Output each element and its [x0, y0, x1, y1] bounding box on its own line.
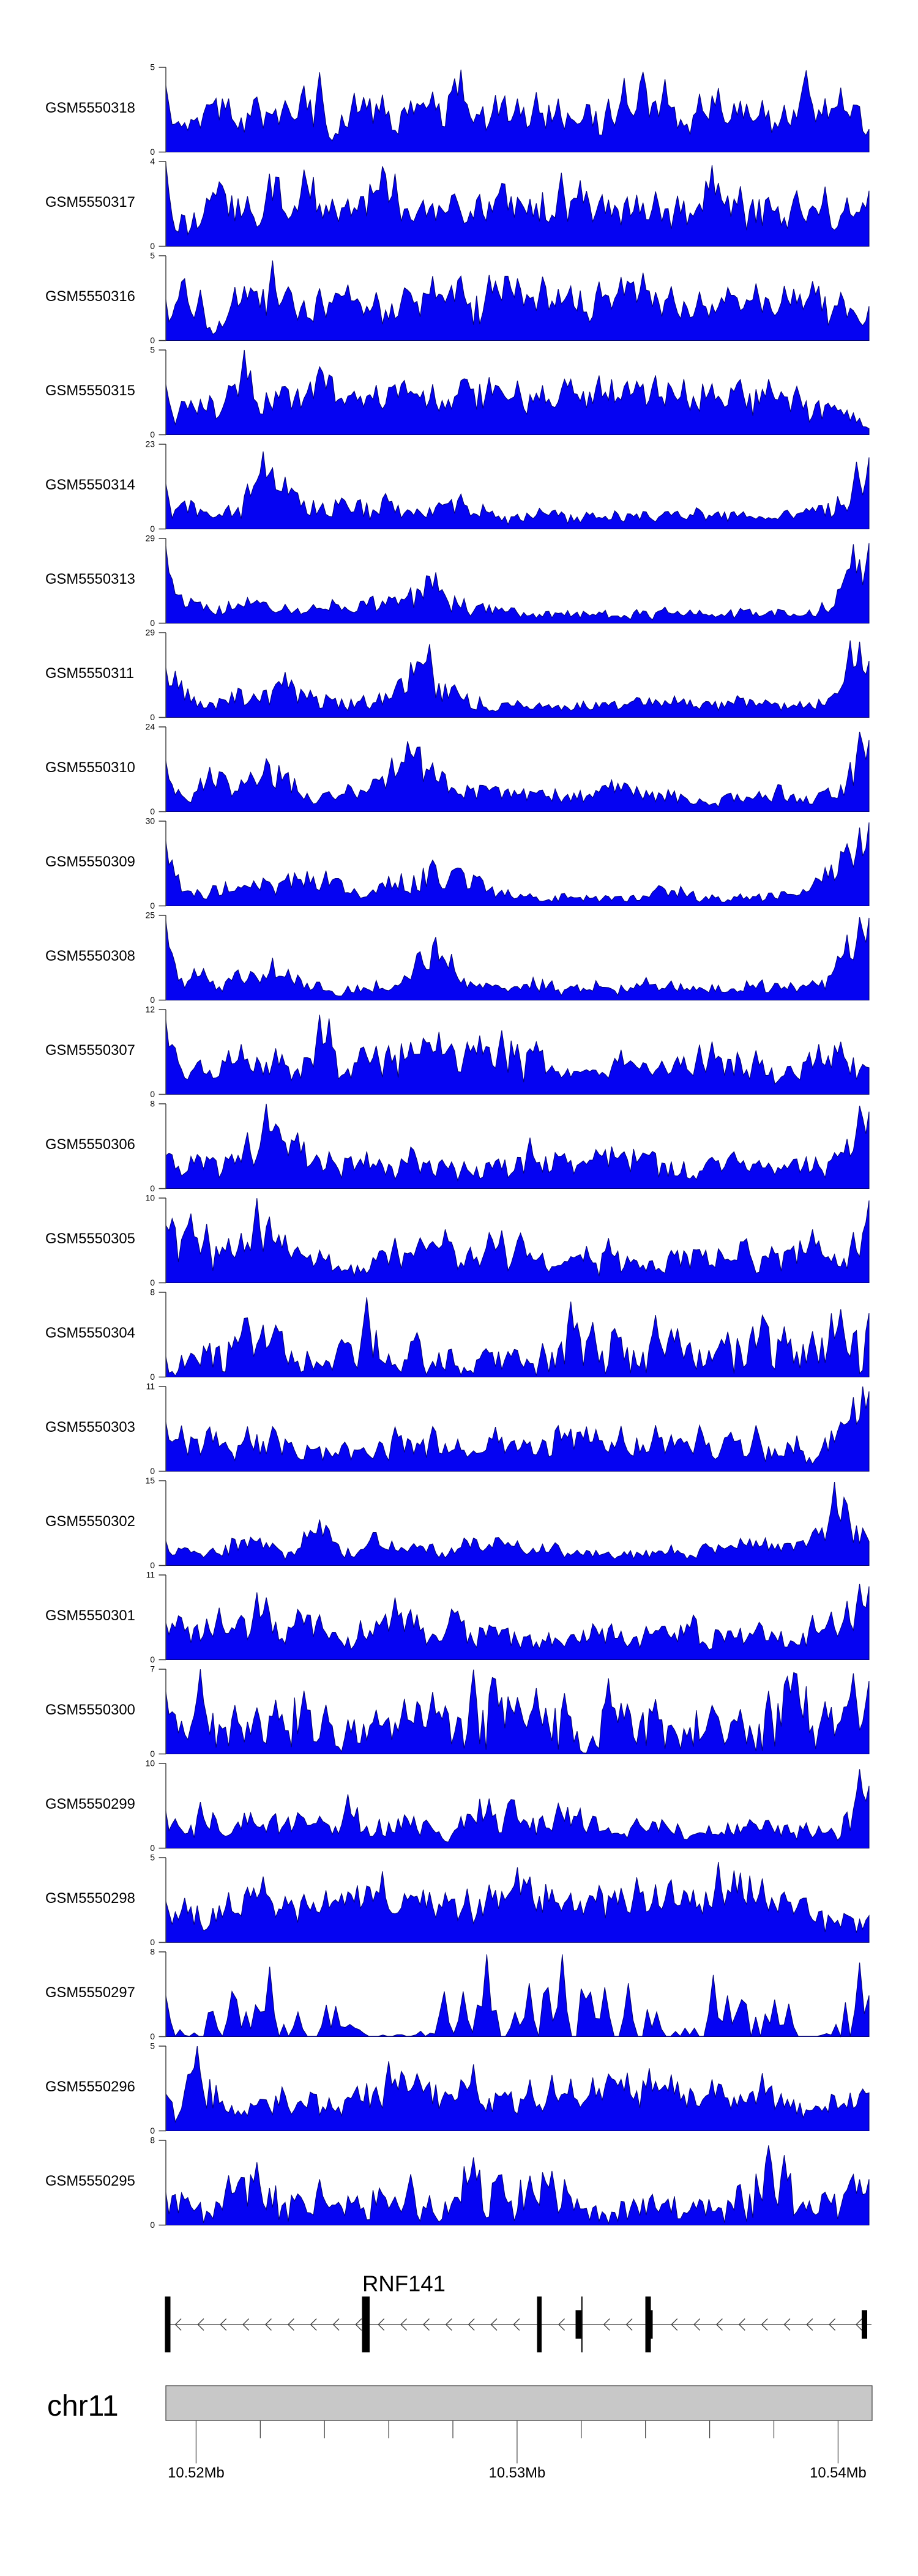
svg-text:GSM5550302: GSM5550302: [45, 1513, 135, 1530]
svg-text:15: 15: [146, 1476, 155, 1485]
svg-text:GSM5550311: GSM5550311: [45, 665, 134, 682]
svg-text:0: 0: [150, 2126, 155, 2135]
svg-text:0: 0: [150, 1655, 155, 1664]
svg-text:0: 0: [150, 147, 155, 157]
svg-text:5: 5: [150, 62, 155, 72]
svg-text:GSM5550305: GSM5550305: [45, 1230, 135, 1247]
svg-text:GSM5550306: GSM5550306: [45, 1136, 135, 1153]
svg-text:0: 0: [150, 1278, 155, 1287]
svg-text:11: 11: [146, 1382, 155, 1391]
svg-text:GSM5550308: GSM5550308: [45, 948, 135, 964]
svg-text:5: 5: [150, 1853, 155, 1862]
svg-text:0: 0: [150, 336, 155, 345]
svg-text:0: 0: [150, 1938, 155, 1947]
svg-text:10.53Mb: 10.53Mb: [489, 2465, 546, 2481]
svg-text:0: 0: [150, 1844, 155, 1853]
svg-text:11: 11: [146, 1570, 155, 1579]
svg-text:7: 7: [150, 1664, 155, 1673]
svg-text:GSM5550300: GSM5550300: [45, 1702, 135, 1718]
svg-text:8: 8: [150, 1099, 155, 1108]
svg-text:0: 0: [150, 2220, 155, 2230]
svg-text:5: 5: [150, 251, 155, 260]
svg-text:GSM5550298: GSM5550298: [45, 1890, 135, 1907]
svg-text:0: 0: [150, 2032, 155, 2041]
svg-text:23: 23: [146, 439, 155, 449]
svg-text:GSM5550313: GSM5550313: [45, 571, 135, 587]
svg-text:10.52Mb: 10.52Mb: [168, 2465, 225, 2481]
svg-text:0: 0: [150, 430, 155, 439]
svg-text:GSM5550295: GSM5550295: [45, 2173, 135, 2189]
svg-text:RNF141: RNF141: [362, 2271, 446, 2296]
svg-text:0: 0: [150, 524, 155, 534]
svg-text:25: 25: [146, 910, 155, 920]
svg-text:0: 0: [150, 1561, 155, 1570]
svg-text:GSM5550316: GSM5550316: [45, 288, 135, 305]
svg-text:4: 4: [150, 157, 155, 166]
svg-text:29: 29: [146, 534, 155, 543]
svg-text:GSM5550301: GSM5550301: [45, 1607, 135, 1624]
svg-text:0: 0: [150, 807, 155, 816]
svg-text:GSM5550299: GSM5550299: [45, 1796, 135, 1812]
svg-text:GSM5550310: GSM5550310: [45, 759, 135, 776]
svg-text:0: 0: [150, 619, 155, 628]
svg-text:8: 8: [150, 1287, 155, 1297]
svg-text:GSM5550318: GSM5550318: [45, 100, 135, 116]
svg-text:30: 30: [146, 816, 155, 825]
svg-text:5: 5: [150, 345, 155, 354]
svg-text:GSM5550309: GSM5550309: [45, 854, 135, 870]
svg-text:5: 5: [150, 2041, 155, 2050]
svg-text:0: 0: [150, 1467, 155, 1476]
svg-text:29: 29: [146, 628, 155, 637]
svg-text:GSM5550317: GSM5550317: [45, 194, 135, 210]
svg-text:GSM5550303: GSM5550303: [45, 1419, 135, 1435]
svg-text:0: 0: [150, 713, 155, 722]
svg-text:24: 24: [146, 722, 155, 731]
svg-text:0: 0: [150, 1372, 155, 1382]
svg-text:GSM5550314: GSM5550314: [45, 477, 135, 493]
svg-text:12: 12: [146, 1005, 155, 1014]
svg-text:0: 0: [150, 1090, 155, 1099]
svg-text:GSM5550315: GSM5550315: [45, 382, 135, 399]
svg-text:GSM5550297: GSM5550297: [45, 1984, 135, 2001]
svg-text:8: 8: [150, 1947, 155, 1956]
svg-text:0: 0: [150, 901, 155, 910]
svg-text:0: 0: [150, 1749, 155, 1759]
svg-text:0: 0: [150, 996, 155, 1005]
svg-text:GSM5550307: GSM5550307: [45, 1042, 135, 1059]
svg-text:10: 10: [146, 1759, 155, 1768]
svg-text:GSM5550296: GSM5550296: [45, 2079, 135, 2095]
svg-text:0: 0: [150, 242, 155, 251]
svg-text:chr11: chr11: [47, 2390, 119, 2422]
svg-text:10: 10: [146, 1193, 155, 1202]
svg-text:8: 8: [150, 2135, 155, 2145]
svg-text:0: 0: [150, 1184, 155, 1193]
svg-text:GSM5550304: GSM5550304: [45, 1325, 135, 1341]
svg-text:10.54Mb: 10.54Mb: [810, 2465, 867, 2481]
